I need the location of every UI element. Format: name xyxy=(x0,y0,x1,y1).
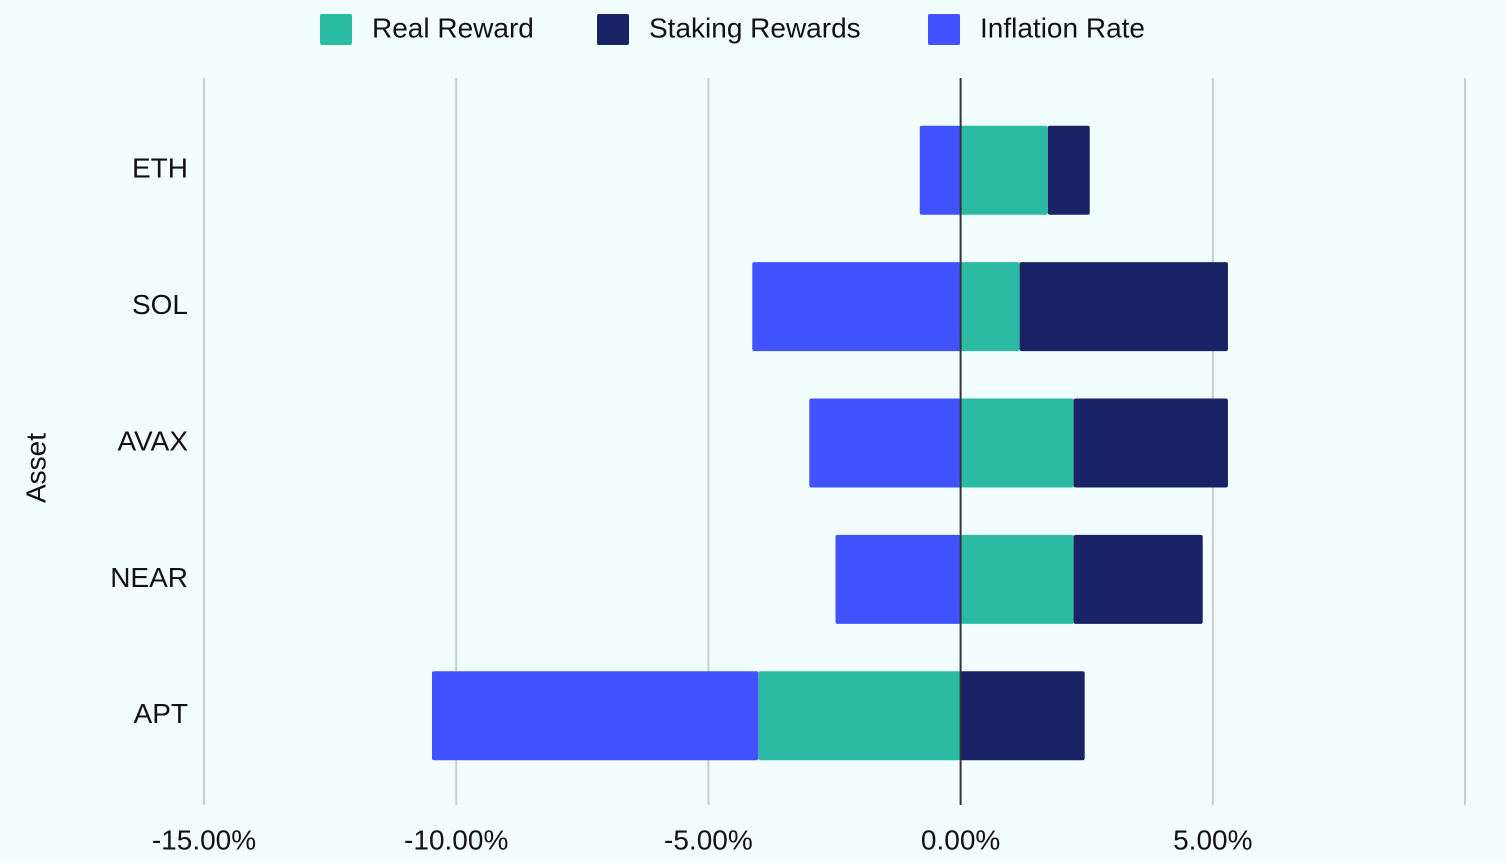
y-tick-label: NEAR xyxy=(110,562,188,593)
bar-segment xyxy=(758,671,961,761)
x-tick-label: 0.00% xyxy=(921,824,1000,855)
bar-segment xyxy=(960,125,1048,215)
y-tick-label: AVAX xyxy=(117,425,188,456)
x-tick-label: -15.00% xyxy=(152,824,256,855)
bar-segment xyxy=(1073,534,1203,624)
bar-segment xyxy=(752,262,961,352)
y-tick-label: APT xyxy=(134,698,188,729)
legend-swatch xyxy=(928,14,960,45)
bar-segment xyxy=(960,262,1020,352)
bar-segment xyxy=(960,534,1074,624)
legend-label: Staking Rewards xyxy=(649,12,861,43)
bar-segment xyxy=(960,671,1085,761)
legend-label: Real Reward xyxy=(372,12,534,43)
x-tick-label: -5.00% xyxy=(664,824,753,855)
bar-segment xyxy=(960,398,1074,488)
bar-segment xyxy=(431,671,759,761)
x-tick-label: -10.00% xyxy=(404,824,508,855)
bar-segment xyxy=(1073,398,1228,488)
y-tick-label: ETH xyxy=(132,153,188,184)
x-tick-label: 5.00% xyxy=(1173,824,1252,855)
bar-segment xyxy=(835,534,961,624)
y-tick-label: SOL xyxy=(132,289,188,320)
bar-segment xyxy=(809,398,961,488)
bar-segment xyxy=(1047,125,1090,215)
legend-swatch xyxy=(597,14,629,45)
legend-swatch xyxy=(320,14,352,45)
legend-label: Inflation Rate xyxy=(980,12,1145,43)
bar-segment xyxy=(919,125,961,215)
y-axis-label: Asset xyxy=(20,433,51,503)
bar-segment xyxy=(1019,262,1228,352)
